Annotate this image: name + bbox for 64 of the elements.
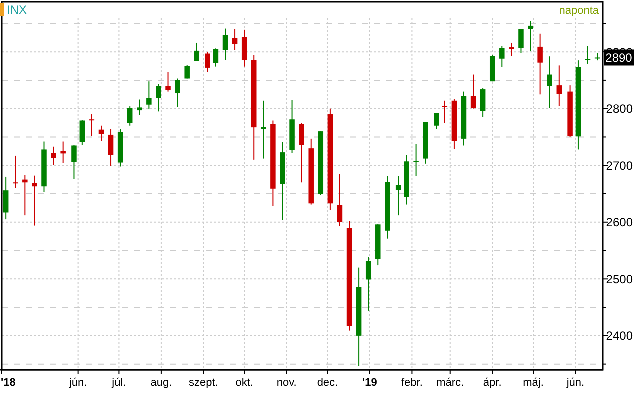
candlestick	[80, 120, 86, 146]
x-tick-label: nov.	[276, 377, 297, 389]
chart-title: INX	[7, 3, 28, 17]
y-tick-label: 2500	[606, 272, 634, 286]
candlestick	[222, 28, 228, 61]
candlestick	[137, 99, 142, 116]
candlestick	[146, 81, 152, 110]
candlestick	[72, 144, 77, 180]
candlestick	[337, 174, 343, 227]
x-tick-label: ápr.	[483, 377, 502, 389]
candlestick	[556, 65, 562, 106]
candlestick	[442, 100, 448, 124]
candlestick	[194, 42, 200, 62]
x-tick-label: '18	[1, 377, 16, 389]
candlestick	[480, 88, 486, 118]
candlestick	[13, 155, 18, 189]
candlestick	[414, 144, 419, 177]
annotation: 2890	[606, 50, 633, 65]
candlestick	[518, 28, 524, 54]
candlestick	[509, 42, 514, 57]
candlestick	[242, 29, 248, 68]
candlestick	[470, 74, 476, 110]
x-tick-label: jún.	[566, 377, 585, 389]
candlestick	[22, 174, 28, 216]
candlestick	[60, 141, 66, 164]
text: naponta	[559, 5, 600, 17]
x-tick-label: jún.	[68, 377, 88, 389]
x-tick-label: máj.	[523, 377, 544, 389]
candlestick	[127, 106, 133, 126]
candlestick	[156, 84, 162, 112]
candlestick	[547, 56, 552, 109]
x-tick-label: okt.	[236, 377, 254, 389]
candlestick	[396, 176, 402, 216]
candlestick	[184, 64, 190, 80]
candlestick	[528, 20, 534, 52]
y-tick-label: 2600	[606, 216, 634, 230]
candlestick	[51, 146, 56, 166]
candlestick	[366, 256, 372, 312]
candlestick	[261, 100, 266, 160]
candlestick	[89, 114, 95, 137]
candlestick	[108, 128, 114, 167]
candlestick	[299, 122, 304, 184]
x-tick-label: márc.	[436, 377, 464, 389]
x-tick-label: júl.	[111, 377, 126, 389]
candlestick	[166, 72, 171, 92]
candlestick	[500, 46, 505, 68]
candlestick	[175, 78, 180, 108]
candlestick	[585, 46, 591, 64]
candlestick	[205, 52, 210, 74]
candlestick	[434, 112, 440, 130]
candlestick	[213, 48, 219, 68]
candlestick	[32, 175, 38, 226]
y-tick-label: 2700	[606, 158, 634, 173]
x-tick-label: dec.	[317, 377, 338, 389]
y-tick-label: 2800	[606, 102, 634, 116]
candlestick	[98, 125, 104, 142]
candlestick	[3, 176, 9, 220]
x-tick-label: szept.	[189, 377, 218, 389]
x-tick-label: febr.	[402, 377, 423, 389]
y-tick-label: 2400	[606, 329, 634, 344]
candlestick	[232, 28, 238, 51]
x-tick-label: aug.	[150, 377, 172, 389]
x-tick-label: '19	[362, 377, 378, 389]
candlestick	[538, 33, 543, 96]
